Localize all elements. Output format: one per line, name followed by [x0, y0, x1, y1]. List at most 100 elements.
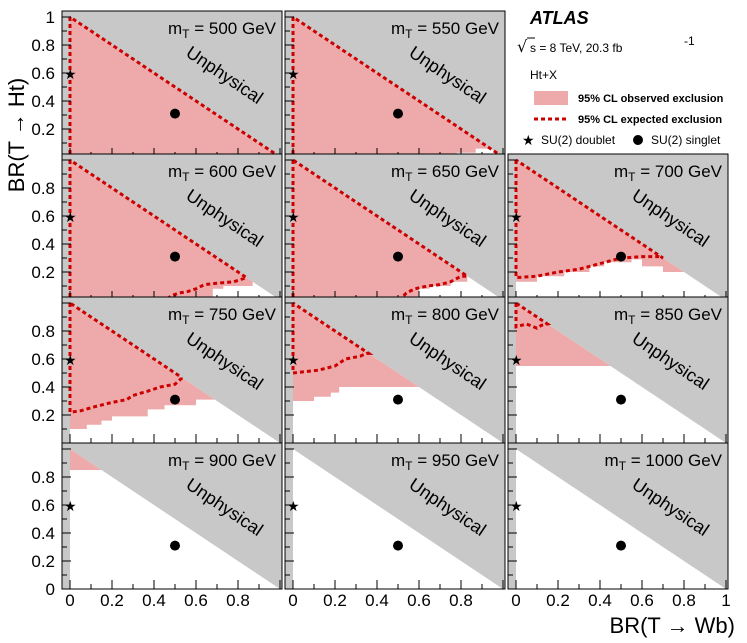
y-tick-label: 1 — [46, 8, 55, 27]
y-tick-label: 0.6 — [31, 350, 55, 369]
y-tick-label: 0.2 — [31, 263, 55, 282]
doublet-point: ★ — [510, 499, 523, 515]
singlet-point — [393, 394, 403, 405]
legend-observed-swatch — [534, 91, 568, 105]
doublet-point: ★ — [287, 210, 300, 226]
y-tick-label: 0.2 — [31, 406, 55, 425]
y-tick-label: 0.8 — [31, 322, 55, 341]
sqrt-symbol: √ — [517, 37, 528, 56]
legend-doublet-label: SU(2) doublet — [541, 133, 616, 147]
observed-exclusion — [293, 17, 491, 157]
panel-mass-label: mT = 500 GeV — [168, 19, 277, 41]
observed-exclusion — [70, 160, 253, 300]
singlet-point — [170, 108, 180, 119]
singlet-point — [170, 251, 180, 262]
y-tick-label: 0 — [46, 580, 55, 599]
panel-mass-label: mT = 1000 GeV — [605, 451, 723, 473]
doublet-point: ★ — [287, 67, 300, 83]
panel-mass-label: mT = 800 GeV — [391, 305, 500, 327]
y-tick-label: 0.6 — [31, 64, 55, 83]
panel-mass-label: mT = 950 GeV — [391, 451, 500, 473]
y-tick-label: 0.6 — [31, 207, 55, 226]
y-tick-label: 0.2 — [31, 120, 55, 139]
legend-doublet-marker: ★ — [522, 133, 535, 149]
expected-exclusion — [514, 158, 664, 280]
singlet-point — [616, 394, 626, 405]
doublet-point: ★ — [64, 67, 77, 83]
y-tick-label: 0.6 — [31, 496, 55, 515]
panel-mass-label: mT = 850 GeV — [614, 305, 723, 327]
observed-exclusion — [516, 160, 684, 282]
unphysical-region — [508, 443, 728, 589]
x-tick-label: 0.6 — [407, 591, 431, 610]
x-tick-label: 1 — [721, 591, 730, 610]
singlet-point — [393, 108, 403, 119]
x-tick-label: 0.6 — [184, 591, 208, 610]
x-tick-label: 0.6 — [630, 591, 654, 610]
x-tick-label: 0.8 — [672, 591, 696, 610]
x-tick-label: 0.8 — [449, 591, 473, 610]
panel-mass-label: mT = 900 GeV — [168, 451, 277, 473]
x-tick-label: 0.2 — [546, 591, 570, 610]
y-tick-label: 0.4 — [31, 524, 55, 543]
x-tick-label: 0.4 — [365, 591, 389, 610]
panel-mass-label: mT = 650 GeV — [391, 162, 500, 184]
legend-singlet-marker — [633, 135, 643, 145]
x-tick-label: 0.2 — [100, 591, 124, 610]
panel-frame — [284, 442, 506, 590]
legend: ATLAS √ s = 8 TeV, 20.3 fb -1 Ht+X 95% C… — [517, 8, 724, 149]
singlet-point — [616, 540, 626, 551]
expected-exclusion — [291, 301, 374, 375]
singlet-point — [393, 540, 403, 551]
doublet-point: ★ — [510, 353, 523, 369]
y-axis-title: BR(T → Ht) — [4, 78, 29, 192]
observed-exclusion — [70, 449, 102, 470]
panel-frame — [507, 442, 729, 590]
panel-frame — [61, 442, 283, 590]
singlet-point — [170, 540, 180, 551]
panel-mass-label: mT = 600 GeV — [168, 162, 277, 184]
x-tick-label: 0.8 — [226, 591, 250, 610]
unphysical-region — [62, 443, 282, 589]
y-tick-label: 0.8 — [31, 179, 55, 198]
x-tick-label: 0.4 — [588, 591, 612, 610]
expected-exclusion — [514, 301, 552, 330]
doublet-point: ★ — [287, 499, 300, 515]
y-tick-label: 0.8 — [31, 36, 55, 55]
observed-exclusion — [293, 303, 419, 401]
x-axis-title: BR(T → Wb) — [610, 613, 735, 638]
energy-lumi-label: √ s = 8 TeV, 20.3 fb -1 — [517, 34, 695, 56]
y-tick-label: 0.4 — [31, 92, 55, 111]
energy-lumi-exponent: -1 — [684, 34, 695, 48]
y-tick-label: 0.8 — [31, 468, 55, 487]
channel-label: Ht+X — [530, 68, 557, 82]
doublet-point: ★ — [64, 353, 77, 369]
legend-observed-label: 95% CL observed exclusion — [578, 93, 724, 105]
x-tick-label: 0.4 — [142, 591, 166, 610]
panel-mass-label: mT = 750 GeV — [168, 305, 277, 327]
doublet-point: ★ — [64, 499, 77, 515]
doublet-point: ★ — [64, 210, 77, 226]
x-tick-label: 0 — [65, 591, 74, 610]
doublet-point: ★ — [510, 210, 523, 226]
observed-exclusion — [293, 160, 468, 300]
panel-mass-label: mT = 550 GeV — [391, 19, 500, 41]
expected-exclusion — [68, 301, 183, 414]
unphysical-region — [508, 297, 728, 443]
y-tick-label: 0.4 — [31, 235, 55, 254]
x-tick-label: 0 — [511, 591, 520, 610]
x-tick-label: 0 — [288, 591, 297, 610]
energy-lumi-text: s = 8 TeV, 20.3 fb — [530, 41, 623, 55]
singlet-point — [170, 394, 180, 405]
